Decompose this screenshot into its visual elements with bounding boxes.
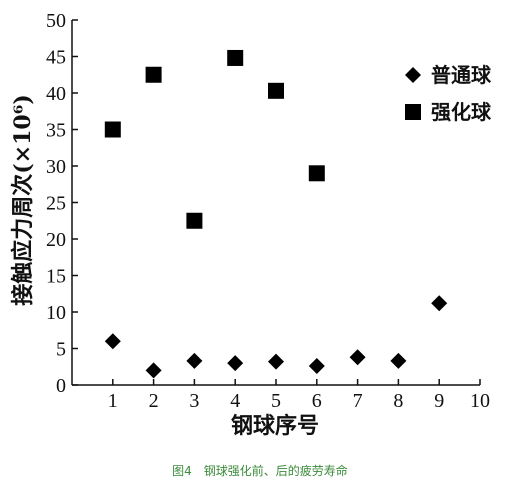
x-tick-label: 3 [189, 390, 199, 412]
series-ordinary [104, 295, 448, 379]
y-tick-label: 10 [46, 302, 66, 324]
y-tick-label: 50 [46, 10, 66, 32]
diamond-point [145, 362, 162, 379]
x-axis-label: 钢球序号 [231, 413, 319, 439]
legend-label: 强化球 [431, 100, 492, 124]
legend-square-marker [405, 104, 421, 120]
diamond-point [390, 352, 407, 369]
y-tick-label: 30 [46, 156, 66, 178]
square-point [104, 121, 121, 138]
y-axis-ticks: 0 5 10 15 20 25 30 35 40 45 50 [46, 10, 78, 397]
y-axis-label: 接触应力周次(×10⁶) [10, 94, 36, 306]
y-tick-label: 40 [46, 83, 66, 105]
diamond-point [268, 353, 284, 370]
diamond-point [308, 358, 325, 375]
square-point [186, 212, 203, 229]
y-tick-label: 35 [46, 120, 66, 142]
x-tick-label: 1 [108, 390, 118, 412]
y-tick-label: 15 [46, 266, 66, 288]
diamond-point [349, 349, 366, 366]
square-point [227, 49, 244, 66]
figure-caption: 图4 钢球强化前、后的疲劳寿命 [172, 464, 348, 478]
y-tick-label: 20 [46, 229, 66, 251]
x-tick-label: 8 [393, 390, 403, 412]
x-tick-label: 6 [312, 390, 322, 412]
x-tick-label: 10 [470, 390, 490, 412]
x-tick-label: 9 [434, 390, 444, 412]
x-tick-label: 2 [149, 390, 159, 412]
legend-label: 普通球 [431, 63, 492, 87]
y-tick-label: 45 [46, 47, 66, 69]
y-tick-label: 5 [56, 339, 66, 361]
square-point [145, 66, 162, 83]
diamond-point [227, 355, 244, 372]
square-point [308, 165, 325, 182]
x-tick-label: 4 [230, 390, 240, 412]
y-tick-label: 25 [46, 193, 66, 215]
diamond-point [186, 352, 203, 369]
data-points [104, 49, 448, 379]
diamond-point [104, 333, 121, 350]
x-tick-label: 5 [271, 390, 281, 412]
x-tick-label: 7 [353, 390, 363, 412]
square-point [268, 82, 284, 99]
legend-diamond-marker [405, 67, 421, 83]
diamond-point [431, 295, 448, 312]
x-axis-ticks: 1 2 3 4 5 6 7 8 9 10 [108, 379, 490, 412]
series-strengthened [104, 49, 325, 229]
y-tick-label: 0 [56, 375, 66, 397]
